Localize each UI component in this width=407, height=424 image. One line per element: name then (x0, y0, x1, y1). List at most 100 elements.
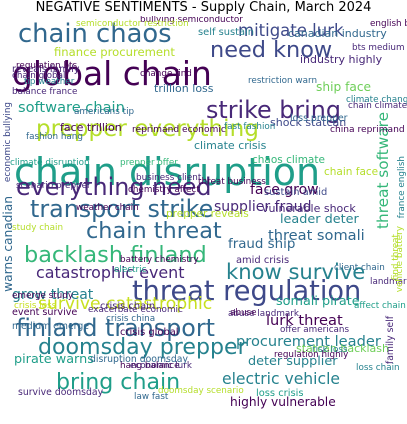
word-cloud-term: shock statcan (270, 116, 347, 129)
word-cloud-term: prepper offer (120, 158, 178, 168)
word-cloud-term: economic lurk (130, 361, 192, 371)
word-cloud-term: client chain (334, 263, 385, 273)
word-cloud-term: amid crisis (236, 255, 290, 266)
word-cloud-term: climate crisis (194, 139, 267, 152)
word-cloud-term: scenario prepper (16, 181, 91, 191)
word-cloud-term: loss prepper (290, 113, 348, 124)
word-cloud-term: threat somali (268, 227, 365, 244)
word-cloud-term: americans tip (74, 107, 135, 117)
word-cloud-term: need know (210, 37, 333, 63)
word-cloud-term: lurk threat (266, 312, 343, 329)
word-cloud-term: economic bullying (3, 102, 13, 183)
word-cloud-term: chain global (12, 71, 66, 81)
word-cloud-term: weather chain (76, 203, 139, 213)
word-cloud-term: law fast (134, 392, 169, 402)
word-cloud-term: france english (397, 156, 407, 219)
word-cloud-term: crisis chain (100, 301, 156, 312)
word-cloud-term: reprimand economic (132, 125, 226, 135)
word-cloud-term: doomsday prepper (38, 334, 247, 360)
word-cloud-term: fraud ship (228, 237, 296, 252)
word-cloud-term: find threat (391, 234, 401, 281)
word-cloud-term: catastrophic event (36, 263, 185, 282)
word-cloud-term: highly vulnerable (230, 395, 336, 409)
word-cloud-term: balance france (12, 87, 78, 97)
word-cloud-term: semiconductor restriction (76, 19, 189, 29)
word-cloud-term: bring chain (56, 369, 181, 395)
word-cloud-term: survive catastrophic (38, 294, 213, 314)
word-cloud-term: crisis loss (14, 301, 57, 311)
word-cloud-term: global chain (12, 54, 212, 93)
word-cloud-term: chain face (324, 166, 379, 178)
word-cloud-term: chain climate (348, 101, 407, 111)
word-cloud-term: pirate warns (14, 352, 94, 367)
word-cloud-term: threat business (198, 177, 266, 187)
word-cloud-term: survive doomsday (18, 387, 104, 398)
word-cloud-term: backlash finland (24, 242, 207, 268)
word-cloud-term: chain threat (86, 218, 222, 244)
word-cloud-term: fast fashion (224, 122, 276, 132)
word-cloud-term: strike bring (206, 96, 341, 124)
word-cloud-term: business client (136, 173, 202, 183)
word-cloud-term: family self (385, 316, 396, 365)
word-cloud-term: climate disruption (10, 158, 90, 168)
word-cloud-term: exacerbate economic (88, 305, 183, 315)
word-cloud-term: industry highly (300, 53, 383, 66)
word-cloud-term: supplier fraud (214, 199, 312, 215)
word-cloud-term: finland transport (16, 314, 215, 342)
word-cloud-term: trillion loss (154, 82, 214, 95)
word-cloud-term: finance procurement (54, 45, 175, 59)
word-cloud-term: doomsday scenario (158, 386, 244, 396)
word-cloud-term: change find (140, 69, 192, 79)
word-cloud-term: face grow (250, 182, 319, 198)
word-cloud-term: china reprimand (330, 125, 405, 135)
word-cloud-term: face trillion (60, 121, 122, 134)
word-cloud-term: software chain (18, 99, 125, 116)
word-cloud-term: leader deter (280, 212, 359, 227)
word-cloud-term: offer americans (280, 325, 350, 335)
word-cloud-term: know survive (226, 259, 366, 284)
word-cloud-term: regulation highly (274, 350, 349, 360)
word-cloud-term: study chain (12, 223, 64, 233)
word-cloud-term: chemistry affect (128, 185, 200, 195)
word-cloud-term: warns canadian (1, 196, 15, 292)
word-cloud: chain disruption global chain threat regul… (0, 16, 407, 424)
word-cloud-term: loss crisis (256, 388, 304, 399)
word-cloud-term: electric vehicle (222, 370, 341, 388)
word-cloud-term: affect chain (354, 301, 406, 311)
word-cloud-term: chain disruption (14, 150, 321, 194)
word-cloud-term: electric (114, 265, 147, 275)
word-cloud-term: climate change (346, 95, 407, 105)
word-cloud-term: sustain amid (264, 187, 328, 198)
word-cloud-term: hang balance (120, 361, 180, 371)
word-cloud-term: tip weather (24, 77, 75, 87)
word-cloud-term: mitigate lurk (238, 21, 344, 40)
word-cloud-term: statcan backlash (296, 342, 389, 355)
word-cloud-term: landmark law (370, 277, 407, 287)
chart-title: NEGATIVE SENTIMENTS - Supply Chain, Marc… (35, 0, 372, 15)
word-cloud-term: restriction warn (248, 76, 318, 86)
word-cloud-term: grow threat (12, 287, 94, 303)
word-cloud-term: procurement leader (236, 333, 381, 350)
word-cloud-term: regulation bts (16, 61, 78, 71)
word-cloud-term: english bts (370, 19, 407, 29)
word-cloud-term: deter supplier (248, 354, 338, 369)
word-cloud-term: abuse landmark (228, 309, 300, 319)
word-cloud-term: loss chain (356, 363, 400, 373)
word-cloud-term: medium emerge (12, 321, 89, 332)
word-cloud-term: ship face (316, 80, 372, 94)
word-cloud-term: disruption doomsday (90, 354, 188, 365)
word-cloud-term: everything need (16, 173, 212, 201)
word-cloud-term: chaos climate (252, 154, 325, 166)
word-cloud-term: fashion hang (26, 132, 83, 142)
word-cloud-term: crisis china (106, 314, 156, 324)
word-cloud-term: bts medium (352, 43, 405, 53)
word-cloud-term: prepper reveals (166, 208, 249, 220)
word-cloud-term: reveals family (12, 64, 80, 75)
word-cloud-term: somali pirate (276, 294, 360, 309)
word-cloud-term: canadian industry (288, 27, 387, 40)
word-cloud-term: bullying semiconductor (140, 16, 243, 25)
word-cloud-term: chain chaos (18, 19, 172, 49)
word-cloud-term: self sustain (198, 27, 255, 38)
word-cloud-term: threat regulation (132, 276, 362, 307)
word-cloud-term: risk loss (312, 345, 348, 355)
